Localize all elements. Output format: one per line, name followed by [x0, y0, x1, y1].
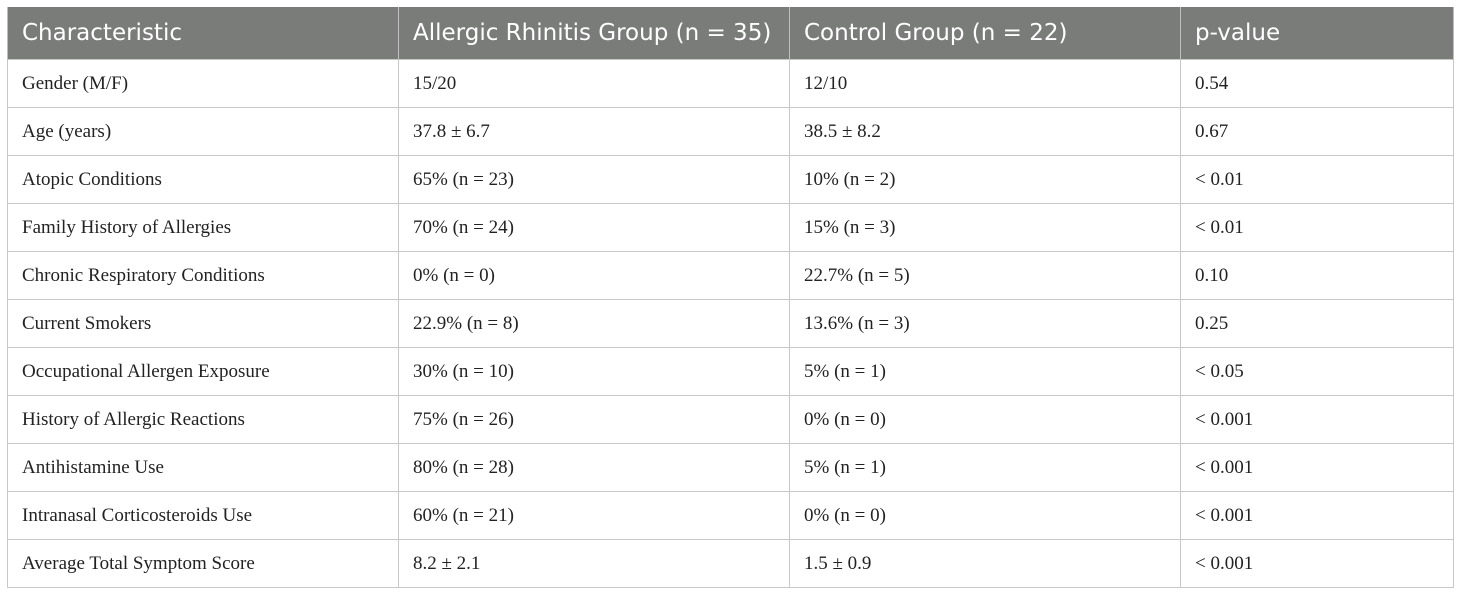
- cell-p-value: < 0.001: [1180, 539, 1454, 588]
- cell-allergic-rhinitis: 15/20: [398, 59, 790, 108]
- table-row: Gender (M/F) 15/20 12/10 0.54: [7, 59, 1454, 108]
- data-table: Characteristic Allergic Rhinitis Group (…: [7, 7, 1454, 588]
- cell-p-value: 0.54: [1180, 59, 1454, 108]
- header-characteristic: Characteristic: [7, 7, 399, 60]
- table-row: Family History of Allergies 70% (n = 24) 1…: [7, 203, 1454, 252]
- table-body: Gender (M/F) 15/20 12/10 0.54 Age (years) 37.…: [7, 59, 1454, 588]
- cell-characteristic: Average Total Symptom Score: [7, 539, 399, 588]
- cell-p-value: < 0.01: [1180, 155, 1454, 204]
- cell-p-value: < 0.05: [1180, 347, 1454, 396]
- cell-characteristic: Intranasal Corticosteroids Use: [7, 491, 399, 540]
- cell-control: 15% (n = 3): [789, 203, 1181, 252]
- cell-allergic-rhinitis: 80% (n = 28): [398, 443, 790, 492]
- cell-characteristic: Age (years): [7, 107, 399, 156]
- cell-allergic-rhinitis: 60% (n = 21): [398, 491, 790, 540]
- table-row: Occupational Allergen Exposure 30% (n = 1…: [7, 347, 1454, 396]
- table-row: Intranasal Corticosteroids Use 60% (n = 2…: [7, 491, 1454, 540]
- table-row: Chronic Respiratory Conditions 0% (n = 0)…: [7, 251, 1454, 300]
- cell-control: 22.7% (n = 5): [789, 251, 1181, 300]
- cell-control: 13.6% (n = 3): [789, 299, 1181, 348]
- table-row: History of Allergic Reactions 75% (n = 26…: [7, 395, 1454, 444]
- header-p-value: p-value: [1180, 7, 1454, 60]
- cell-allergic-rhinitis: 70% (n = 24): [398, 203, 790, 252]
- cell-characteristic: History of Allergic Reactions: [7, 395, 399, 444]
- cell-control: 0% (n = 0): [789, 395, 1181, 444]
- cell-control: 0% (n = 0): [789, 491, 1181, 540]
- header-allergic-rhinitis-group: Allergic Rhinitis Group (n = 35): [398, 7, 790, 60]
- cell-p-value: 0.25: [1180, 299, 1454, 348]
- cell-p-value: 0.10: [1180, 251, 1454, 300]
- cell-characteristic: Antihistamine Use: [7, 443, 399, 492]
- cell-control: 10% (n = 2): [789, 155, 1181, 204]
- cell-allergic-rhinitis: 0% (n = 0): [398, 251, 790, 300]
- cell-characteristic: Atopic Conditions: [7, 155, 399, 204]
- cell-characteristic: Chronic Respiratory Conditions: [7, 251, 399, 300]
- cell-allergic-rhinitis: 75% (n = 26): [398, 395, 790, 444]
- cell-allergic-rhinitis: 22.9% (n = 8): [398, 299, 790, 348]
- cell-p-value: < 0.001: [1180, 395, 1454, 444]
- cell-characteristic: Family History of Allergies: [7, 203, 399, 252]
- cell-allergic-rhinitis: 37.8 ± 6.7: [398, 107, 790, 156]
- table-row: Current Smokers 22.9% (n = 8) 13.6% (n = 3…: [7, 299, 1454, 348]
- table-header: Characteristic Allergic Rhinitis Group (…: [7, 7, 1454, 60]
- cell-allergic-rhinitis: 8.2 ± 2.1: [398, 539, 790, 588]
- cell-allergic-rhinitis: 65% (n = 23): [398, 155, 790, 204]
- cell-control: 12/10: [789, 59, 1181, 108]
- header-control-group: Control Group (n = 22): [789, 7, 1181, 60]
- table-row: Age (years) 37.8 ± 6.7 38.5 ± 8.2 0.67: [7, 107, 1454, 156]
- cell-characteristic: Occupational Allergen Exposure: [7, 347, 399, 396]
- cell-control: 5% (n = 1): [789, 443, 1181, 492]
- cell-control: 38.5 ± 8.2: [789, 107, 1181, 156]
- header-row: Characteristic Allergic Rhinitis Group (…: [7, 7, 1454, 60]
- cell-p-value: < 0.001: [1180, 443, 1454, 492]
- cell-allergic-rhinitis: 30% (n = 10): [398, 347, 790, 396]
- data-table-container: Characteristic Allergic Rhinitis Group (…: [7, 7, 1454, 588]
- table-row: Atopic Conditions 65% (n = 23) 10% (n = 2)…: [7, 155, 1454, 204]
- cell-control: 5% (n = 1): [789, 347, 1181, 396]
- cell-characteristic: Current Smokers: [7, 299, 399, 348]
- cell-p-value: < 0.001: [1180, 491, 1454, 540]
- table-row: Antihistamine Use 80% (n = 28) 5% (n = 1) <…: [7, 443, 1454, 492]
- cell-p-value: 0.67: [1180, 107, 1454, 156]
- table-row: Average Total Symptom Score 8.2 ± 2.1 1.5 …: [7, 539, 1454, 588]
- cell-characteristic: Gender (M/F): [7, 59, 399, 108]
- cell-control: 1.5 ± 0.9: [789, 539, 1181, 588]
- cell-p-value: < 0.01: [1180, 203, 1454, 252]
